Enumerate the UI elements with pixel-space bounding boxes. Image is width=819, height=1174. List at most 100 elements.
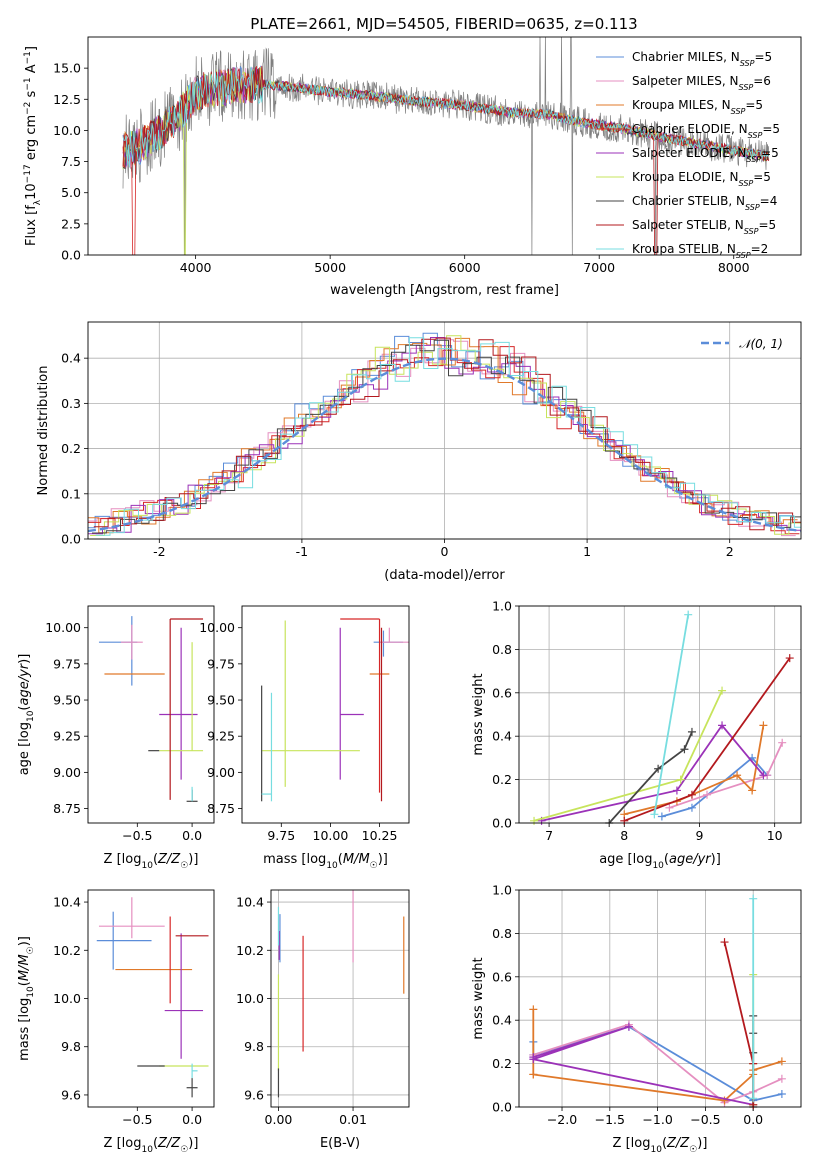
x-axis-label-part: )] xyxy=(188,1136,198,1151)
x-axis-label: Z [log10(Z/Z☉)] xyxy=(104,1136,199,1155)
x-tick-label: 9 xyxy=(696,828,704,843)
y-axis-label-part: age/yr xyxy=(17,662,32,705)
x-tick-label: 6000 xyxy=(449,260,481,275)
y-tick-label: 8.75 xyxy=(53,801,81,816)
y-tick-label: 0.2 xyxy=(492,1056,512,1071)
y-axis-label-part: 10 xyxy=(24,183,39,200)
age-vs-mass-frame xyxy=(241,605,410,824)
y-tick-label: 9.75 xyxy=(53,656,81,671)
y-tick-label: 9.6 xyxy=(244,1087,264,1102)
mass-weight-marker xyxy=(718,721,727,730)
legend-model-name: Chabrier STELIB, N xyxy=(632,194,745,208)
x-axis-label-part: M/M xyxy=(343,852,370,867)
legend-entry: Salpeter STELIB, NSSP=5 xyxy=(632,218,776,236)
y-tick-label: 7.5 xyxy=(61,154,81,169)
legend-model-name: Chabrier ELODIE, N xyxy=(632,122,748,136)
x-tick-label: 0 xyxy=(441,544,449,559)
legend-nssp: =5 xyxy=(745,98,763,112)
mass-vs-ebv-axes: 0.00 0.01 9.6 9.8 10.0 10.2 10.4 xyxy=(236,890,409,1127)
y-tick-label: 0.4 xyxy=(492,729,512,744)
x-tick-label: 0.01 xyxy=(339,1112,367,1127)
errorbar-point xyxy=(169,618,204,800)
legend-entry: Salpeter ELODIE, NSSP=5 xyxy=(632,146,779,164)
x-tick-label: 10.25 xyxy=(362,828,398,843)
x-tick-label: −0.5 xyxy=(122,828,152,843)
y-tick-label: 10.2 xyxy=(236,943,264,958)
x-tick-label: 10.00 xyxy=(313,828,349,843)
x-axis-label-part: 10 xyxy=(652,861,664,871)
legend-nssp: =2 xyxy=(751,242,769,256)
legend-subscript: SSP xyxy=(739,83,754,92)
mass-weight-line xyxy=(529,1025,754,1106)
mass-weight-line xyxy=(723,941,755,1105)
mass-weight-line xyxy=(661,756,768,818)
y-axis-label: mass weight xyxy=(471,957,486,1039)
y-tick-label: 10.00 xyxy=(199,620,235,635)
y-axis-label: mass weight xyxy=(471,673,486,755)
spectrum-axes: 4000 5000 6000 7000 8000 0.0 2.5 5.0 7.5 10.0 12.5… xyxy=(53,61,750,275)
massweight-vs-age-frame xyxy=(518,605,802,824)
y-tick-label: 10.4 xyxy=(53,895,81,910)
y-axis-label: age [log10(age/yr)] xyxy=(17,654,36,776)
y-tick-label: 9.25 xyxy=(207,729,235,744)
y-tick-label: 0.8 xyxy=(492,926,512,941)
x-tick-label: 5000 xyxy=(314,260,346,275)
spectrum-frame xyxy=(87,36,802,256)
x-tick-label: 4000 xyxy=(180,260,212,275)
legend-model-name: Kroupa STELIB, N xyxy=(632,242,736,256)
mass-weight-marker xyxy=(748,786,757,795)
y-tick-label: 9.00 xyxy=(207,765,235,780)
x-axis-label-part: ( xyxy=(664,852,669,867)
legend-subscript: SSP xyxy=(744,227,759,236)
x-axis-label-part: )] xyxy=(188,852,198,867)
y-axis-label-part: −1 xyxy=(23,51,33,64)
y-tick-label: 9.00 xyxy=(53,765,81,780)
age-vs-z-frame xyxy=(87,605,215,824)
mass-weight-marker xyxy=(720,1096,729,1105)
y-tick-label: 0.2 xyxy=(61,441,81,456)
x-axis-label: wavelength [Angstrom, rest frame] xyxy=(330,283,559,298)
legend-nssp: =4 xyxy=(760,194,778,208)
x-tick-label: 1 xyxy=(583,544,591,559)
y-axis-label-part: )] xyxy=(17,654,32,664)
model-fit-line xyxy=(122,66,770,168)
y-axis-label-part: Flux [f xyxy=(24,205,39,246)
x-tick-label: 7000 xyxy=(583,260,615,275)
x-axis-label: (data-model)/error xyxy=(384,568,505,583)
legend-nssp: =5 xyxy=(762,122,780,136)
legend-model-name: Kroupa ELODIE, N xyxy=(632,170,739,184)
y-axis-label-part: ( xyxy=(17,981,32,986)
x-tick-label: −1.0 xyxy=(642,1112,672,1127)
mass-weight-marker xyxy=(749,894,758,903)
y-axis-label-part: ☉ xyxy=(26,946,36,954)
x-axis-label-part: ( xyxy=(153,1136,158,1151)
x-axis-label-part: Z [log xyxy=(104,852,142,867)
legend-entry: Kroupa MILES, NSSP=5 xyxy=(632,98,763,116)
mass-weight-marker xyxy=(759,771,768,780)
mass-weight-marker xyxy=(687,727,696,736)
y-tick-label: 9.25 xyxy=(53,729,81,744)
x-axis-label-part: Z/Z xyxy=(666,1136,690,1151)
x-axis-label-part: Z/Z xyxy=(157,1136,181,1151)
x-axis-label-part: ( xyxy=(153,852,158,867)
x-tick-label: −0.5 xyxy=(690,1112,720,1127)
y-axis-label-part: mass [log xyxy=(17,998,32,1061)
x-axis-label-part: ☉ xyxy=(689,1145,697,1155)
x-tick-label: 0.0 xyxy=(743,1112,763,1127)
y-axis-label-part: ( xyxy=(17,706,32,711)
x-axis-label-part: ☉ xyxy=(180,861,188,871)
legend-entry: Kroupa ELODIE, NSSP=5 xyxy=(632,170,771,188)
errorbar-point xyxy=(379,627,409,643)
legend-subscript: SSP xyxy=(731,107,746,116)
y-tick-label: 2.5 xyxy=(61,216,81,231)
mass-weight-marker xyxy=(672,786,681,795)
x-tick-label: −1.5 xyxy=(595,1112,625,1127)
mass-weight-marker xyxy=(530,816,539,825)
y-tick-label: 9.75 xyxy=(207,656,235,671)
legend-entry: Chabrier STELIB, NSSP=4 xyxy=(632,194,777,212)
x-axis-label: age [log10(age/yr)] xyxy=(599,852,721,871)
legend-nssp: =6 xyxy=(753,74,771,88)
errorbar-point xyxy=(164,933,204,1059)
